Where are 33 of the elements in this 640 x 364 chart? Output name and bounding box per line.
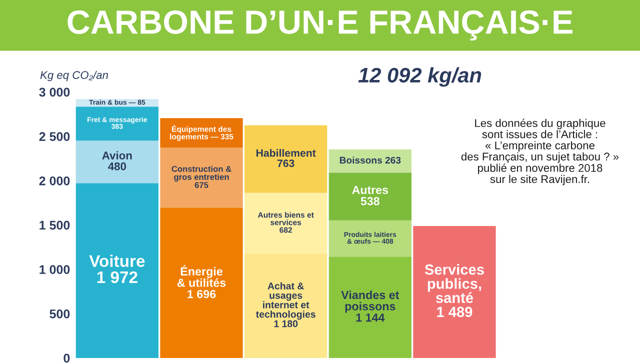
y-tick-label: 3 000	[39, 88, 70, 97]
y-tick-label: 500	[50, 309, 70, 318]
y-tick-label: 2 000	[39, 176, 70, 186]
bar	[160, 118, 243, 148]
data-label: Avion 480	[102, 151, 132, 170]
data-label: Achat & usages internet et technologies 1 180	[256, 282, 316, 328]
data-label: Boissons 263	[340, 156, 401, 164]
bar	[413, 226, 496, 358]
y-axis-title: Kg eq CO₂/an	[40, 70, 108, 82]
bar	[244, 125, 328, 193]
data-label: Habillement 763	[256, 148, 316, 168]
y-tick-label: 0	[64, 354, 70, 363]
data-label: Construction & gros entretien 675	[172, 166, 232, 188]
bar	[76, 140, 158, 184]
y-tick-label: 1 000	[40, 265, 70, 274]
bar	[328, 172, 412, 220]
bar	[160, 148, 243, 208]
data-label: Services publics, santé 1 489	[424, 264, 484, 318]
bar	[244, 192, 328, 254]
bar	[328, 220, 412, 257]
y-tick-label: 1 500	[40, 220, 70, 230]
bar	[328, 149, 412, 173]
data-label: Voiture 1 972	[89, 254, 145, 284]
data-label: Énergie & utilités 1 696	[177, 265, 226, 298]
text: 12 092 kg/an	[358, 67, 482, 87]
annotation: Les données du graphique sont issues de l’Article : « L’empreinte carbone des Français, un sujet tabou ? » publié en novembre 2018 sur le site Ravijen.fr.	[461, 118, 619, 186]
bar	[244, 253, 328, 358]
data-label: Viandes et poissons 1 144	[341, 290, 400, 322]
bar	[328, 256, 412, 358]
bar	[160, 208, 243, 358]
data-label: Autres 538	[352, 186, 388, 206]
chart-title: CARBONE D’UN·E FRANÇAIS·E	[68, 10, 572, 41]
y-tick-label: 2 500	[39, 132, 70, 141]
